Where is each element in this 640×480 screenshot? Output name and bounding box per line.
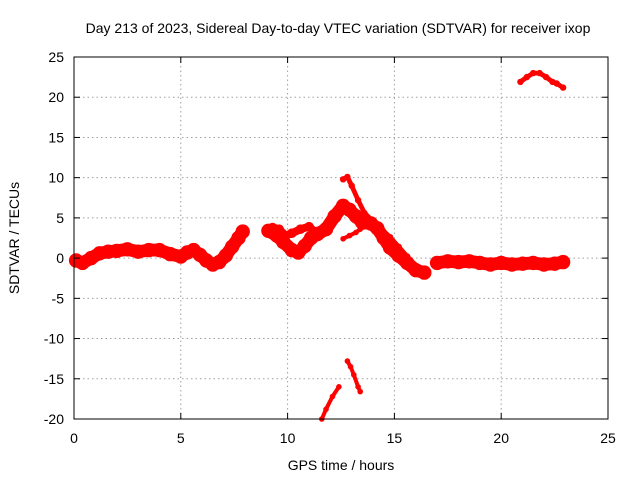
data-point — [530, 69, 537, 77]
x-tick-label: 5 — [177, 430, 185, 446]
data-point — [348, 182, 355, 189]
data-point — [404, 253, 411, 260]
data-point — [515, 256, 530, 271]
data-point — [109, 243, 124, 259]
data-point — [517, 78, 524, 86]
y-tick-label: -15 — [44, 371, 64, 387]
data-point — [462, 254, 477, 269]
data-point — [504, 257, 520, 272]
x-tick-label: 0 — [70, 430, 78, 446]
data-point — [274, 224, 284, 234]
data-point — [355, 384, 361, 390]
data-point — [347, 363, 354, 370]
data-point — [395, 243, 402, 250]
y-tick-labels: -20 -15 -10 -5 0 5 10 15 20 25 — [44, 49, 64, 427]
x-tick-label: 10 — [280, 430, 296, 446]
data-point — [318, 222, 334, 237]
data-point — [351, 372, 357, 378]
data-point — [304, 221, 314, 232]
data-point — [235, 224, 250, 239]
data-point — [472, 255, 487, 271]
data-point — [287, 228, 297, 238]
data-point — [354, 197, 362, 204]
data-point — [440, 254, 455, 269]
y-tick-label: -5 — [52, 290, 65, 306]
y-tick-label: 0 — [56, 250, 64, 266]
data-point — [141, 242, 156, 258]
data-point — [555, 254, 571, 270]
data-point — [542, 73, 550, 81]
data-point — [120, 242, 135, 257]
y-tick-label: 10 — [48, 170, 64, 186]
data-point — [295, 224, 306, 234]
data-point — [361, 209, 368, 217]
data-series — [68, 69, 571, 422]
data-point — [323, 406, 329, 413]
data-point — [483, 257, 498, 272]
data-point — [451, 254, 466, 270]
x-tick-label: 20 — [493, 430, 509, 446]
y-tick-label: 5 — [56, 210, 64, 226]
data-point — [429, 255, 445, 271]
x-tick-labels: 0 5 10 15 20 25 — [70, 430, 616, 446]
data-point — [344, 173, 351, 181]
data-point — [357, 388, 364, 395]
y-axis-label: SDTVAR / TECUs — [6, 182, 22, 294]
data-point — [526, 255, 541, 271]
data-point — [421, 271, 428, 278]
data-point — [386, 234, 394, 241]
x-tick-label: 15 — [387, 430, 403, 446]
x-axis-label: GPS time / hours — [288, 457, 395, 473]
data-point — [357, 226, 364, 232]
data-point — [369, 217, 377, 225]
series-arc-06 — [319, 384, 341, 421]
y-tick-label: 25 — [48, 49, 64, 65]
data-point — [344, 358, 351, 364]
data-point — [523, 73, 530, 81]
data-point — [536, 257, 552, 272]
data-point — [346, 232, 353, 239]
data-point — [378, 226, 385, 233]
chart-title: Day 213 of 2023, Sidereal Day-to-day VTE… — [86, 20, 591, 36]
data-point — [559, 84, 567, 91]
data-point — [327, 209, 342, 224]
x-tick-label: 25 — [600, 430, 616, 446]
axis-ticks — [73, 56, 609, 420]
data-point — [130, 244, 146, 259]
data-point — [162, 246, 178, 262]
data-point — [336, 384, 342, 390]
plot-frame — [73, 56, 609, 420]
data-point — [312, 229, 323, 239]
y-tick-label: 20 — [48, 89, 64, 105]
data-point — [494, 255, 509, 271]
y-tick-label: 15 — [48, 129, 64, 145]
data-point — [553, 80, 560, 87]
y-tick-label: -20 — [44, 411, 64, 427]
data-point — [536, 69, 543, 77]
data-point — [412, 264, 419, 271]
data-point — [340, 236, 346, 242]
data-point — [353, 229, 359, 236]
y-tick-label: -10 — [44, 331, 64, 347]
data-point — [329, 393, 336, 400]
